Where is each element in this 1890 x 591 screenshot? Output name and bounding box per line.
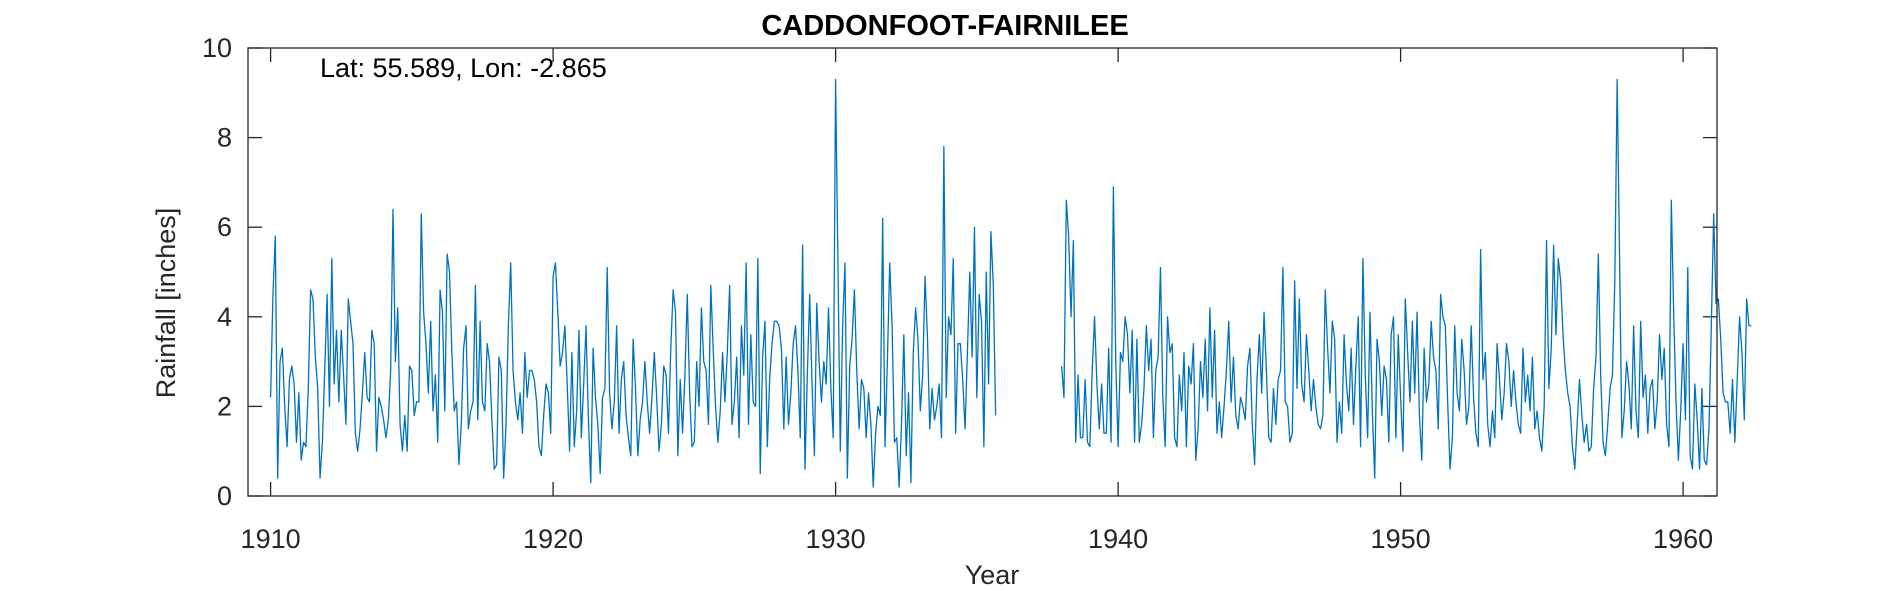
x-tick-label: 1950: [1371, 524, 1431, 554]
rainfall-line-segment-1: [269, 78, 997, 488]
x-tick-label: 1920: [523, 524, 583, 554]
y-tick-label: 6: [217, 212, 232, 242]
location-annotation: Lat: 55.589, Lon: -2.865: [320, 53, 607, 83]
axis-ticks: 1910 1920 1930 1940 1950 1960 0 2 4 6 8 10: [202, 33, 1717, 554]
y-tick-label: 10: [202, 33, 232, 63]
x-tick-label: 1940: [1088, 524, 1148, 554]
x-tick-label: 1930: [806, 524, 866, 554]
x-tick-label: 1910: [241, 524, 301, 554]
x-axis-label: Year: [965, 560, 1020, 590]
y-tick-label: 0: [217, 481, 232, 511]
data-series: [269, 78, 1752, 488]
rainfall-line-segment-2: [1060, 78, 1752, 479]
x-tick-label: 1960: [1653, 524, 1713, 554]
y-axis-label: Rainfall [inches]: [151, 208, 181, 399]
plot-area-frame: [247, 47, 1718, 497]
y-tick-label: 2: [217, 391, 232, 421]
chart-title: CADDONFOOT-FAIRNILEE: [761, 10, 1128, 42]
y-tick-label: 8: [217, 123, 232, 153]
y-tick-label: 4: [217, 302, 232, 332]
